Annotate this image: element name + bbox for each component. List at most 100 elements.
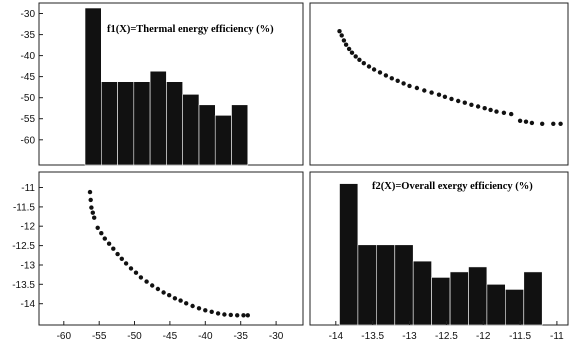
f1-histogram-bar-0 xyxy=(84,7,102,166)
bottom-left-scatter-point-4 xyxy=(92,215,97,220)
f2-histogram-bars xyxy=(339,183,543,326)
bottom-left-scatter-xtick-label-1: -55 xyxy=(92,331,107,342)
top-right-scatter-point-15 xyxy=(401,81,406,86)
bottom-left-scatter-point-22 xyxy=(178,298,183,303)
top-right-scatter-point-33 xyxy=(523,119,529,124)
f2-histogram-xtick-label-1: -13.5 xyxy=(361,331,384,342)
f1-histogram-bar-9 xyxy=(231,104,249,166)
f1-histogram-ytick-label-0: -30 xyxy=(21,9,36,20)
top-right-scatter-point-0 xyxy=(337,29,342,34)
bottom-left-scatter-point-28 xyxy=(215,311,221,316)
bottom-left-scatter-ytick-label-3: -12.5 xyxy=(12,241,35,252)
bottom-left-scatter-point-18 xyxy=(155,286,161,292)
top-right-scatter-point-26 xyxy=(475,104,481,109)
bottom-left-scatter-point-9 xyxy=(111,246,116,251)
f1-histogram-bar-5 xyxy=(166,81,183,166)
top-right-scatter-point-16 xyxy=(407,83,412,89)
bottom-left-scatter-ytick-label-5: -13.5 xyxy=(12,280,35,291)
panel-frame-bottom-left xyxy=(38,171,304,326)
top-right-scatter-point-8 xyxy=(361,61,366,66)
top-right-scatter-point-21 xyxy=(442,94,448,100)
top-right-scatter-point-27 xyxy=(482,106,487,111)
f1-histogram-bars xyxy=(84,7,249,166)
bottom-left-scatter-ytick-label-4: -13 xyxy=(21,261,36,272)
bottom-left-scatter-point-31 xyxy=(235,313,240,318)
f2-histogram-bar-4 xyxy=(412,260,432,326)
bottom-left-scatter-xtick-label-5: -35 xyxy=(233,331,248,342)
f1-histogram-ytick-label-5: -55 xyxy=(21,114,36,125)
top-right-scatter-point-4 xyxy=(346,46,352,52)
bottom-left-scatter-point-21 xyxy=(172,296,178,301)
bottom-left-scatter-point-6 xyxy=(99,231,104,236)
f2-histogram-bar-6 xyxy=(449,271,469,326)
top-right-scatter-point-35 xyxy=(540,121,545,127)
bottom-left-scatter-ytick-label-1: -11.5 xyxy=(13,202,35,213)
bottom-left-scatter-point-8 xyxy=(106,241,112,246)
panel-frame-top-right xyxy=(309,2,569,166)
top-right-scatter-point-11 xyxy=(377,70,383,75)
bottom-left-scatter-point-10 xyxy=(115,251,120,257)
bottom-left-scatter-point-20 xyxy=(167,293,172,298)
f2-histogram-bar-3 xyxy=(394,244,414,326)
bottom-left-scatter-xtick-label-0: -60 xyxy=(57,331,72,342)
f2-panel-title: f2(X)=Overall exergy efficiency (%) xyxy=(372,181,533,192)
top-right-scatter-point-18 xyxy=(422,88,427,93)
f2-histogram-xtick-label-3: -12.5 xyxy=(435,331,458,342)
bottom-left-scatter-point-13 xyxy=(128,266,134,271)
f2-histogram-bar-1 xyxy=(357,244,377,326)
f1-histogram-bar-3 xyxy=(133,81,151,166)
f2-histogram-bar-7 xyxy=(468,266,488,326)
top-right-scatter-points xyxy=(337,29,563,127)
bottom-left-scatter-point-33 xyxy=(245,313,250,318)
top-right-scatter-point-23 xyxy=(456,98,461,104)
f1-histogram-ytick-label-1: -35 xyxy=(21,30,36,41)
f2-histogram-xtick-label-4: -12 xyxy=(476,331,491,342)
bottom-left-scatter-points xyxy=(87,189,250,318)
bottom-left-scatter-point-11 xyxy=(119,256,125,261)
bottom-left-scatter-point-25 xyxy=(196,306,202,311)
top-right-scatter-point-10 xyxy=(371,67,377,72)
f2-histogram-xtick-label-0: -14 xyxy=(329,331,344,342)
f2-histogram-bar-2 xyxy=(375,244,395,326)
top-right-scatter-point-3 xyxy=(343,42,349,47)
f2-histogram-bar-5 xyxy=(431,277,451,326)
bottom-left-scatter-point-26 xyxy=(203,308,208,313)
bottom-left-scatter-point-27 xyxy=(209,309,214,314)
bottom-left-scatter-point-29 xyxy=(222,312,227,317)
bottom-left-scatter-point-23 xyxy=(184,301,189,306)
f2-histogram-xtick-label-5: -11.5 xyxy=(509,331,531,342)
top-right-scatter-point-20 xyxy=(436,92,442,97)
top-right-scatter-point-7 xyxy=(357,57,362,62)
top-right-scatter-point-29 xyxy=(494,109,499,114)
bottom-left-scatter-ytick-label-6: -14 xyxy=(21,299,36,310)
f1-panel-title: f1(X)=Thermal energy efficiency (%) xyxy=(107,24,274,35)
f1-histogram-ytick-label-2: -40 xyxy=(21,51,36,62)
f2-histogram-xtick-label-2: -13 xyxy=(402,331,417,342)
bottom-left-scatter-point-7 xyxy=(102,236,108,241)
bottom-left-scatter-point-17 xyxy=(150,283,155,288)
top-right-scatter-point-14 xyxy=(395,78,400,84)
f2-histogram-bar-10 xyxy=(523,271,543,326)
f1-histogram-bar-1 xyxy=(101,81,118,166)
f1-histogram-ytick-label-6: -60 xyxy=(21,135,36,146)
bottom-left-scatter-xtick-label-3: -45 xyxy=(163,331,178,342)
f1-histogram-bar-2 xyxy=(117,81,135,166)
bottom-left-scatter-point-32 xyxy=(241,313,246,318)
top-right-scatter-point-2 xyxy=(341,38,347,43)
top-right-scatter-point-30 xyxy=(501,110,507,116)
f1-histogram-bar-4 xyxy=(149,70,167,166)
bottom-left-scatter-point-16 xyxy=(144,279,149,284)
f2-histogram-bar-0 xyxy=(339,183,359,326)
top-right-scatter-point-1 xyxy=(339,33,344,38)
top-right-scatter-point-28 xyxy=(488,107,493,113)
bottom-left-scatter-point-14 xyxy=(133,270,139,275)
top-right-scatter-point-24 xyxy=(462,100,467,105)
top-right-scatter-point-37 xyxy=(558,121,563,127)
bottom-left-scatter-xtick-label-2: -50 xyxy=(127,331,142,342)
bottom-left-scatter-point-24 xyxy=(190,303,195,309)
top-right-scatter-point-9 xyxy=(366,64,372,69)
f2-histogram-xtick-label-6: -11 xyxy=(550,331,564,342)
top-right-scatter-point-19 xyxy=(429,90,434,95)
bottom-left-scatter-ytick-label-0: -11 xyxy=(21,183,35,194)
